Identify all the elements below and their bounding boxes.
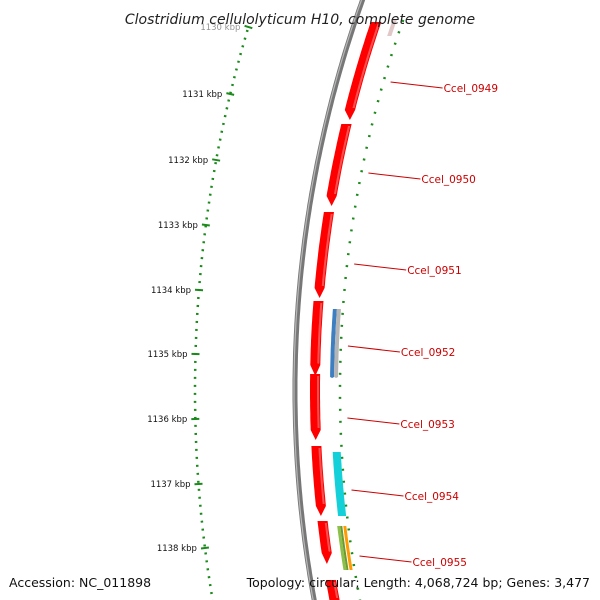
gene-arrow-highlight <box>317 303 323 364</box>
gene-arrow <box>326 124 352 206</box>
map-layer: 1130 kbp 1131 kbp 1132 kbp 1133 kbp 1134 kbp… <box>147 0 498 600</box>
backbone-highlight <box>293 0 363 600</box>
kbp-label: 1131 kbp <box>182 90 222 100</box>
feature-bar-darkgreen <box>340 526 349 570</box>
gene-arrow-highlight <box>317 376 320 428</box>
kbp-label: 1130 kbp <box>200 23 240 33</box>
gene-leader-line <box>390 81 443 89</box>
kbp-label: 1138 kbp <box>157 544 197 554</box>
kbp-label: 1134 kbp <box>151 286 191 296</box>
accession-text: Accession: NC_011898 <box>9 575 152 590</box>
gene-arrow <box>314 212 334 298</box>
gene-leader-line <box>347 345 400 353</box>
kbp-label: 1132 kbp <box>168 156 208 166</box>
gene-arrow-highlight <box>334 126 351 194</box>
gene-label: Ccel_0953 <box>400 419 454 431</box>
feature-bar-cyan <box>332 452 347 516</box>
kbp-tick <box>200 546 210 550</box>
kbp-tick <box>194 482 203 486</box>
gene-arrow-highlight <box>321 214 333 286</box>
gene-label: Ccel_0950 <box>421 174 475 186</box>
feature-bar-green <box>337 526 347 570</box>
map-title: Clostridium cellulolyticum H10, complete… <box>125 12 475 28</box>
inner-tick-ring <box>193 29 249 600</box>
kbp-tick <box>226 92 235 96</box>
gene-arrow <box>317 521 332 564</box>
gene-leader-line <box>347 417 400 425</box>
feature-bar-blue <box>330 309 337 378</box>
feature-bar-gray <box>334 309 341 378</box>
kbp-tick <box>194 288 204 292</box>
gene-arrow-highlight <box>324 523 331 552</box>
kbp-tick <box>244 24 253 30</box>
gene-arrow-highlight <box>318 448 325 504</box>
topology-text: Topology: circular; Length: 4,068,724 bp… <box>246 575 590 590</box>
gene-label: Ccel_0954 <box>405 491 460 503</box>
backbone <box>292 0 366 600</box>
kbp-label: 1133 kbp <box>158 221 198 231</box>
kbp-label: 1135 kbp <box>147 350 187 360</box>
kbp-label: 1136 kbp <box>147 415 187 425</box>
gene-leader-line <box>351 489 404 497</box>
gene-label: Ccel_0951 <box>407 265 461 277</box>
kbp-label: 1137 kbp <box>150 480 190 490</box>
gene-label: Ccel_0949 <box>444 83 498 95</box>
gene-leader-line <box>354 263 407 271</box>
gene-label: Ccel_0955 <box>413 557 467 569</box>
feature-bar-orange <box>343 526 353 570</box>
gene-label: Ccel_0952 <box>401 347 455 359</box>
kbp-tick <box>212 158 221 162</box>
feature-bar-faint <box>387 20 397 36</box>
gene-arrow-highlight <box>333 582 339 598</box>
gene-leader-line <box>368 172 421 180</box>
gene-arrow-highlight <box>352 24 380 108</box>
kbp-tick <box>201 223 210 227</box>
gene-leader-line <box>359 555 412 563</box>
gene-arrow <box>311 446 326 516</box>
